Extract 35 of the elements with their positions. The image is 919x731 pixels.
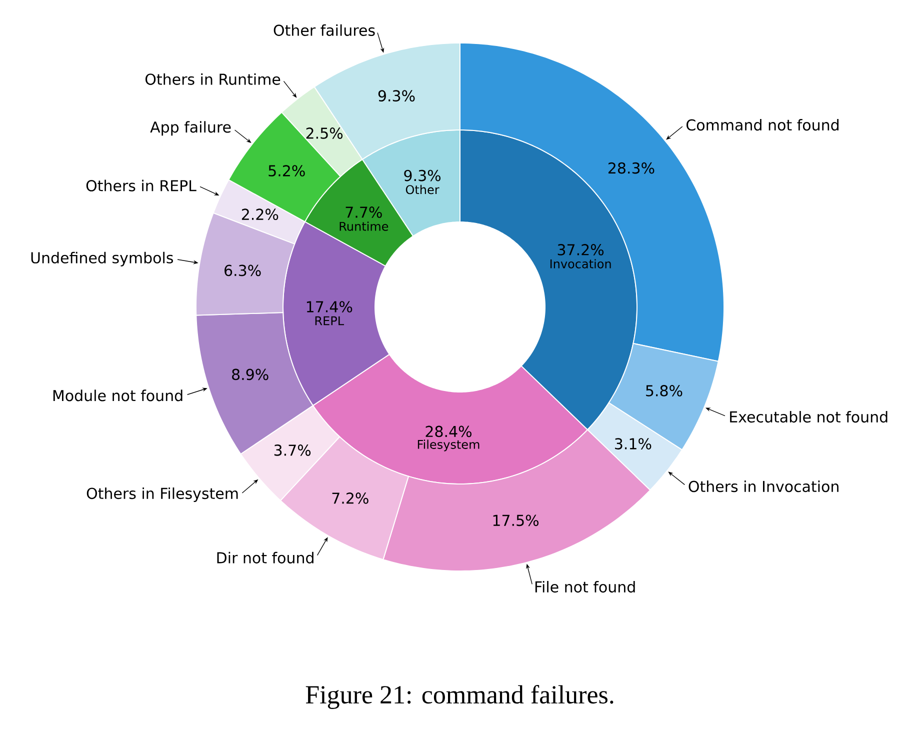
data-label: 3.7% [274,444,311,456]
data-label: 17.4% [306,301,352,312]
slice-label: Executable not found [730,410,888,423]
data-label: 7.7% [346,206,382,218]
data-label: 3.1% [615,438,652,450]
data-label: 5.8% [646,385,682,396]
data-label: 2.5% [306,128,343,139]
data-label: 6.3% [224,264,261,276]
slice-label: Others in Filesystem [86,487,238,502]
slice-label: File not found [535,580,635,593]
data-label: 9.3% [404,170,440,182]
data-label: 8.9% [232,368,268,380]
slice-label: Others in Invocation [688,480,838,492]
data-label: 9.3% [378,90,415,102]
data-label: 37.2% [558,244,604,256]
slice-label: Other failures [274,24,375,36]
slice-label: REPL [315,316,344,326]
slice-label: Filesystem [418,440,480,452]
slice-label: Module not found [53,390,182,402]
caption: Figure 21: command failures. [306,685,614,709]
slice-label: Runtime [340,222,388,231]
slice-label: Dir not found [217,552,314,564]
data-label: 17.5% [493,514,539,526]
slice-label: Undefined symbols [31,252,173,266]
data-label: 28.3% [608,162,654,174]
data-label: 2.2% [242,208,278,220]
slice-label: Others in Runtime [145,73,280,85]
slice-label: Other [406,184,440,194]
slice-label: Invocation [550,259,611,268]
slice-label: Others in REPL [86,180,196,192]
data-label: 28.4% [426,426,472,438]
slice-label: Command not found [686,119,838,131]
data-label: 7.2% [332,492,368,504]
slice-label: App failure [150,121,231,136]
data-label: 5.2% [268,165,305,176]
